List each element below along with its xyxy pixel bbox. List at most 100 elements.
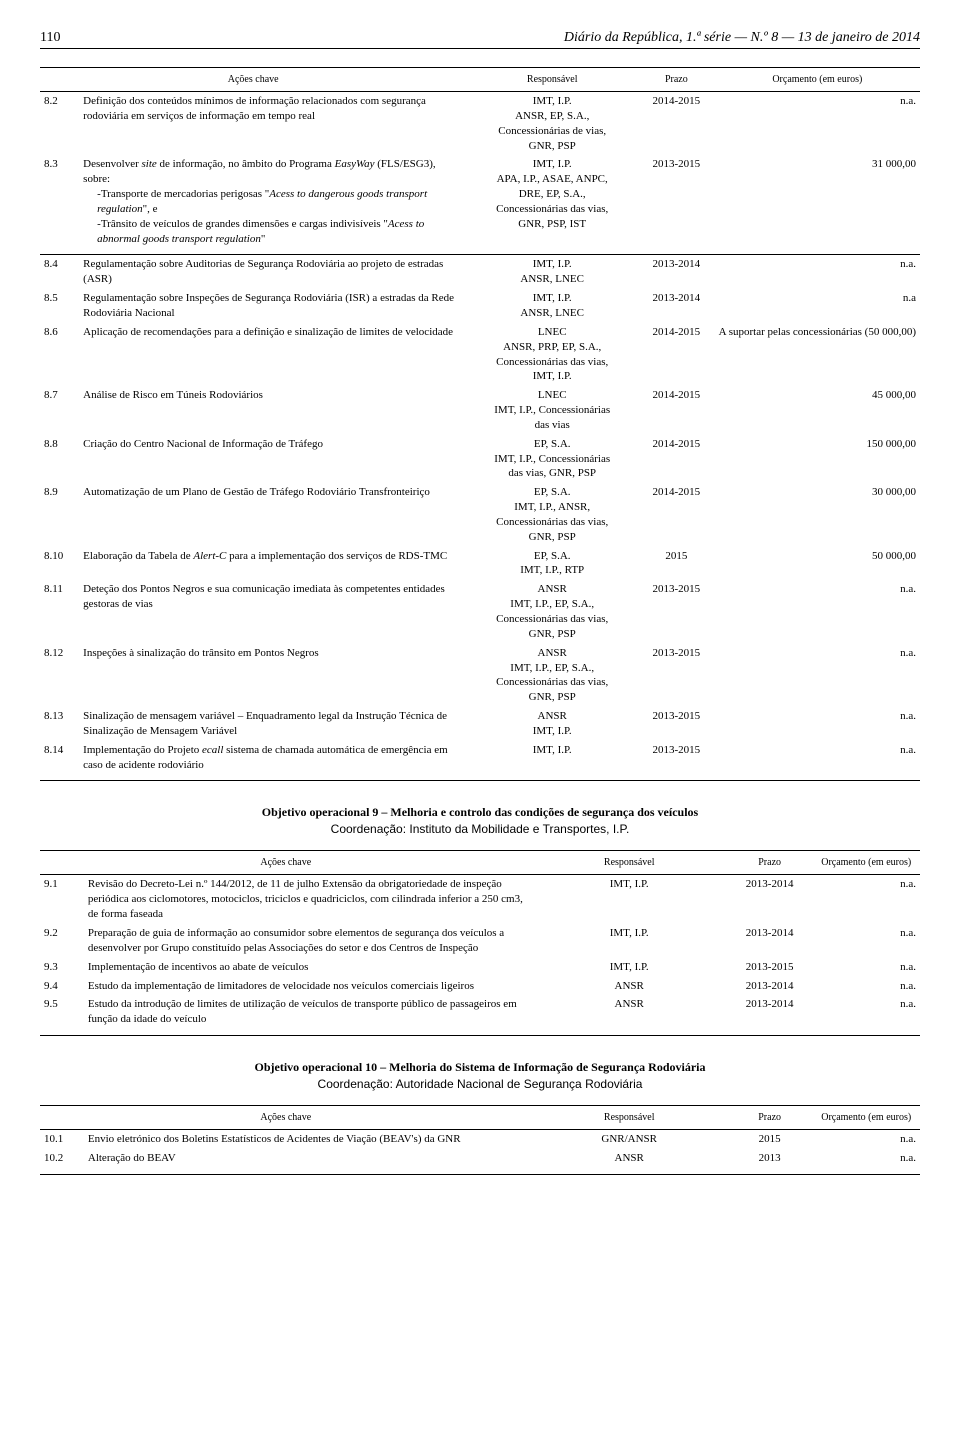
- row-action: Elaboração da Tabela de Alert-C para a i…: [79, 547, 466, 581]
- row-number: 9.5: [40, 995, 84, 1035]
- table-row: 9.3Implementação de incentivos ao abate …: [40, 958, 920, 977]
- table-row: 9.1Revisão do Decreto-Lei n.º 144/2012, …: [40, 875, 920, 924]
- row-budget: 31 000,00: [715, 155, 920, 255]
- row-period: 2013-2014: [727, 924, 813, 958]
- row-responsible: LNECIMT, I.P., Concessionáriasdas vias: [466, 386, 638, 435]
- row-action: Deteção dos Pontos Negros e sua comunica…: [79, 580, 466, 643]
- row-number: 8.14: [40, 741, 79, 781]
- row-period: 2014-2015: [638, 92, 715, 156]
- actions-table-8: Ações chave Responsável Prazo Orçamento …: [40, 67, 920, 781]
- row-responsible: EP, S.A.IMT, I.P., ANSR,Concessionárias …: [466, 483, 638, 546]
- row-budget: A suportar pelas concessionárias (50 000…: [715, 323, 920, 386]
- col-period: Prazo: [727, 1106, 813, 1130]
- table-row: 8.5Regulamentação sobre Inspeções de Seg…: [40, 289, 920, 323]
- row-action: Análise de Risco em Túneis Rodoviários: [79, 386, 466, 435]
- col-resp: Responsável: [532, 1106, 727, 1130]
- col-action: Ações chave: [40, 68, 466, 92]
- row-period: 2013-2014: [727, 977, 813, 996]
- table-row: 8.4Regulamentação sobre Auditorias de Se…: [40, 255, 920, 289]
- table-row: 10.2Alteração do BEAVANSR2013n.a.: [40, 1149, 920, 1174]
- col-budget: Orçamento (em euros): [812, 851, 920, 875]
- page-number: 110: [40, 30, 60, 46]
- row-period: 2014-2015: [638, 386, 715, 435]
- row-action: Envio eletrónico dos Boletins Estatístic…: [84, 1130, 532, 1149]
- row-period: 2013-2015: [727, 958, 813, 977]
- row-period: 2014-2015: [638, 483, 715, 546]
- journal-title: Diário da República, 1.ª série — N.º 8 —…: [564, 30, 920, 46]
- row-action: Regulamentação sobre Auditorias de Segur…: [79, 255, 466, 289]
- table-row: 8.10Elaboração da Tabela de Alert-C para…: [40, 547, 920, 581]
- row-number: 9.1: [40, 875, 84, 924]
- col-resp: Responsável: [532, 851, 727, 875]
- row-action: Sinalização de mensagem variável – Enqua…: [79, 707, 466, 741]
- row-number: 9.2: [40, 924, 84, 958]
- row-budget: 45 000,00: [715, 386, 920, 435]
- row-number: 9.4: [40, 977, 84, 996]
- row-budget: n.a.: [715, 741, 920, 781]
- row-responsible: ANSR: [532, 1149, 727, 1174]
- row-number: 8.8: [40, 435, 79, 484]
- row-period: 2014-2015: [638, 323, 715, 386]
- row-action: Alteração do BEAV: [84, 1149, 532, 1174]
- row-action: Preparação de guia de informação ao cons…: [84, 924, 532, 958]
- row-number: 10.2: [40, 1149, 84, 1174]
- row-number: 8.7: [40, 386, 79, 435]
- table-row: 9.4Estudo da implementação de limitadore…: [40, 977, 920, 996]
- row-budget: n.a: [715, 289, 920, 323]
- row-budget: n.a.: [812, 977, 920, 996]
- row-number: 8.3: [40, 155, 79, 255]
- row-responsible: IMT, I.P.: [466, 741, 638, 781]
- row-responsible: IMT, I.P.APA, I.P., ASAE, ANPC,DRE, EP, …: [466, 155, 638, 255]
- row-action: Aplicação de recomendações para a defini…: [79, 323, 466, 386]
- row-responsible: EP, S.A.IMT, I.P., RTP: [466, 547, 638, 581]
- table-row: 8.6Aplicação de recomendações para a def…: [40, 323, 920, 386]
- row-period: 2013-2014: [727, 995, 813, 1035]
- objective-10-coord: Coordenação: Autoridade Nacional de Segu…: [40, 1077, 920, 1091]
- row-action: Revisão do Decreto-Lei n.º 144/2012, de …: [84, 875, 532, 924]
- objective-9-coord: Coordenação: Instituto da Mobilidade e T…: [40, 822, 920, 836]
- row-number: 8.2: [40, 92, 79, 156]
- row-action: Implementação do Projeto ecall sistema d…: [79, 741, 466, 781]
- row-responsible: ANSRIMT, I.P., EP, S.A.,Concessionárias …: [466, 580, 638, 643]
- row-action: Regulamentação sobre Inspeções de Segura…: [79, 289, 466, 323]
- row-number: 8.5: [40, 289, 79, 323]
- row-period: 2013-2014: [727, 875, 813, 924]
- row-period: 2013-2015: [638, 580, 715, 643]
- table-row: 10.1Envio eletrónico dos Boletins Estatí…: [40, 1130, 920, 1149]
- row-action: Estudo da introdução de limites de utili…: [84, 995, 532, 1035]
- row-period: 2013-2015: [638, 644, 715, 707]
- table-header-row: Ações chave Responsável Prazo Orçamento …: [40, 68, 920, 92]
- row-budget: 50 000,00: [715, 547, 920, 581]
- row-responsible: IMT, I.P.: [532, 875, 727, 924]
- table-row: 8.11Deteção dos Pontos Negros e sua comu…: [40, 580, 920, 643]
- row-budget: n.a.: [812, 958, 920, 977]
- col-period: Prazo: [727, 851, 813, 875]
- row-number: 8.6: [40, 323, 79, 386]
- row-responsible: ANSR: [532, 977, 727, 996]
- row-responsible: ANSRIMT, I.P.: [466, 707, 638, 741]
- row-responsible: IMT, I.P.ANSR, LNEC: [466, 289, 638, 323]
- row-action: Desenvolver site de informação, no âmbit…: [79, 155, 466, 255]
- row-period: 2013-2014: [638, 289, 715, 323]
- row-number: 8.12: [40, 644, 79, 707]
- objective-10-title: Objetivo operacional 10 – Melhoria do Si…: [40, 1060, 920, 1075]
- row-budget: n.a.: [715, 707, 920, 741]
- row-number: 8.9: [40, 483, 79, 546]
- row-responsible: ANSRIMT, I.P., EP, S.A.,Concessionárias …: [466, 644, 638, 707]
- table-row: 8.2Definição dos conteúdos mínimos de in…: [40, 92, 920, 156]
- objective-9-title: Objetivo operacional 9 – Melhoria e cont…: [40, 805, 920, 820]
- row-number: 8.13: [40, 707, 79, 741]
- table-row: 9.5Estudo da introdução de limites de ut…: [40, 995, 920, 1035]
- page-header: 110 Diário da República, 1.ª série — N.º…: [40, 30, 920, 49]
- table-row: 8.3Desenvolver site de informação, no âm…: [40, 155, 920, 255]
- row-responsible: IMT, I.P.ANSR, LNEC: [466, 255, 638, 289]
- table-row: 8.7Análise de Risco em Túneis Rodoviário…: [40, 386, 920, 435]
- row-period: 2013-2014: [638, 255, 715, 289]
- row-period: 2015: [727, 1130, 813, 1149]
- row-budget: n.a.: [812, 1130, 920, 1149]
- table-row: 8.12Inspeções à sinalização do trânsito …: [40, 644, 920, 707]
- row-responsible: LNECANSR, PRP, EP, S.A.,Concessionárias …: [466, 323, 638, 386]
- row-action: Inspeções à sinalização do trânsito em P…: [79, 644, 466, 707]
- row-period: 2013-2015: [638, 707, 715, 741]
- row-action: Criação do Centro Nacional de Informação…: [79, 435, 466, 484]
